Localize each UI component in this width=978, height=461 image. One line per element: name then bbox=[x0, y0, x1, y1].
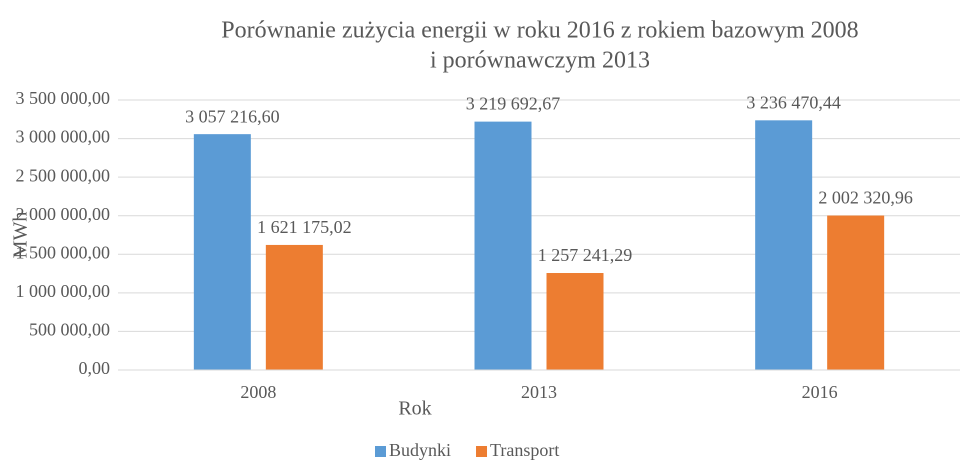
data-label: 3 219 692,67 bbox=[466, 94, 561, 114]
y-tick-label: 3 500 000,00 bbox=[16, 88, 111, 108]
data-label: 1 621 175,02 bbox=[257, 217, 352, 237]
data-label: 3 236 470,44 bbox=[746, 92, 841, 112]
bar bbox=[193, 134, 251, 370]
y-tick-label: 2 500 000,00 bbox=[16, 165, 111, 185]
y-tick-label: 2 000 000,00 bbox=[16, 204, 111, 224]
x-tick-label: 2016 bbox=[802, 382, 838, 402]
y-tick-label: 0,00 bbox=[79, 358, 111, 378]
chart-title: i porównawczym 2013 bbox=[430, 48, 650, 74]
y-tick-label: 500 000,00 bbox=[29, 320, 110, 340]
legend-swatch bbox=[375, 446, 386, 457]
legend-label: Budynki bbox=[389, 440, 451, 460]
legend-label: Transport bbox=[490, 440, 559, 460]
bar bbox=[474, 121, 532, 370]
y-axis-title: MWh bbox=[10, 212, 32, 259]
data-label: 3 057 216,60 bbox=[185, 106, 280, 126]
bar bbox=[755, 120, 813, 370]
data-label: 1 257 241,29 bbox=[538, 245, 633, 265]
data-label: 2 002 320,96 bbox=[818, 188, 913, 208]
y-tick-label: 3 000 000,00 bbox=[16, 127, 111, 147]
legend-swatch bbox=[476, 446, 488, 457]
x-tick-label: 2013 bbox=[521, 382, 557, 402]
bar bbox=[265, 244, 323, 370]
y-tick-label: 1 500 000,00 bbox=[16, 242, 111, 262]
x-tick-label: 2008 bbox=[240, 382, 276, 402]
y-tick-label: 1 000 000,00 bbox=[16, 281, 111, 301]
bar bbox=[827, 215, 885, 370]
chart-title: Porównanie zużycia energii w roku 2016 z… bbox=[221, 18, 858, 44]
x-axis-title: Rok bbox=[398, 398, 431, 420]
bar bbox=[546, 273, 604, 370]
